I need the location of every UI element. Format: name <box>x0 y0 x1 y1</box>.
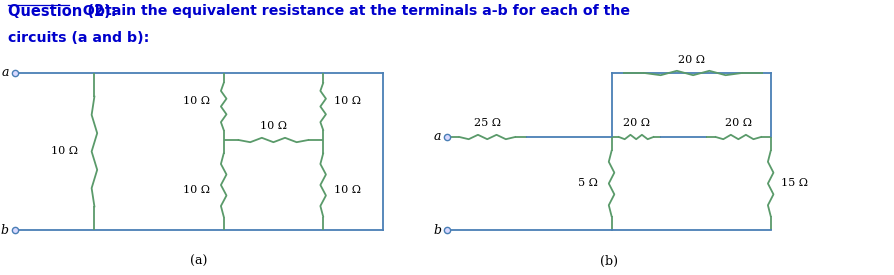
Text: 20 Ω: 20 Ω <box>724 118 751 128</box>
Text: Question (2):: Question (2): <box>8 4 116 19</box>
Text: (a): (a) <box>190 254 207 268</box>
Text: (b): (b) <box>599 254 618 268</box>
Text: Obtain the equivalent resistance at the terminals a-b for each of the: Obtain the equivalent resistance at the … <box>72 4 628 18</box>
Text: 10 Ω: 10 Ω <box>259 121 287 131</box>
Text: 15 Ω: 15 Ω <box>780 178 806 188</box>
Text: a: a <box>2 67 9 79</box>
Text: 25 Ω: 25 Ω <box>473 118 500 128</box>
Text: b: b <box>1 224 9 236</box>
Text: 10 Ω: 10 Ω <box>333 97 360 106</box>
Text: 10 Ω: 10 Ω <box>50 147 78 156</box>
Text: 5 Ω: 5 Ω <box>578 178 597 188</box>
Text: 10 Ω: 10 Ω <box>333 185 360 195</box>
Text: b: b <box>433 224 441 236</box>
Text: 20 Ω: 20 Ω <box>622 118 649 128</box>
Text: 20 Ω: 20 Ω <box>677 55 704 65</box>
Text: 10 Ω: 10 Ω <box>182 97 209 106</box>
Text: 10 Ω: 10 Ω <box>182 185 209 195</box>
Text: a: a <box>434 131 441 144</box>
Text: circuits (a and b):: circuits (a and b): <box>8 31 149 45</box>
